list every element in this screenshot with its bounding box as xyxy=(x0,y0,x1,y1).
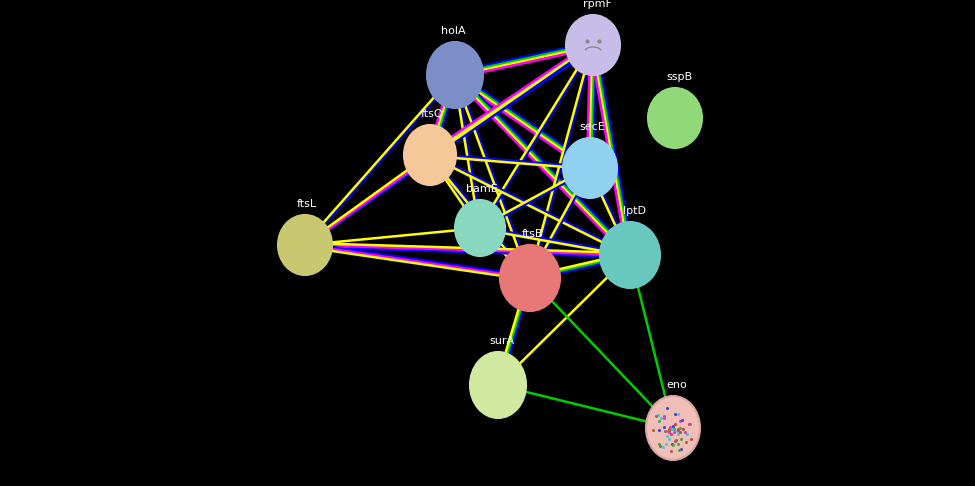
Text: rpmF: rpmF xyxy=(583,0,611,9)
Ellipse shape xyxy=(600,222,660,288)
Ellipse shape xyxy=(455,200,505,256)
Text: surA: surA xyxy=(489,336,515,346)
Ellipse shape xyxy=(427,42,483,108)
Ellipse shape xyxy=(404,125,456,185)
Ellipse shape xyxy=(500,245,560,311)
Text: ftsB: ftsB xyxy=(522,229,543,239)
Text: sspB: sspB xyxy=(666,72,692,82)
Ellipse shape xyxy=(646,396,700,460)
Ellipse shape xyxy=(566,15,620,75)
Text: lptD: lptD xyxy=(622,206,645,216)
Ellipse shape xyxy=(648,88,702,148)
Text: bamE: bamE xyxy=(466,184,498,194)
Text: ftsL: ftsL xyxy=(297,199,317,209)
Ellipse shape xyxy=(563,138,617,198)
Ellipse shape xyxy=(278,215,332,275)
Text: eno: eno xyxy=(667,380,687,390)
Ellipse shape xyxy=(470,352,526,418)
Text: ftsQ: ftsQ xyxy=(420,109,444,119)
Text: holA: holA xyxy=(441,26,465,36)
Text: secE: secE xyxy=(579,122,604,132)
